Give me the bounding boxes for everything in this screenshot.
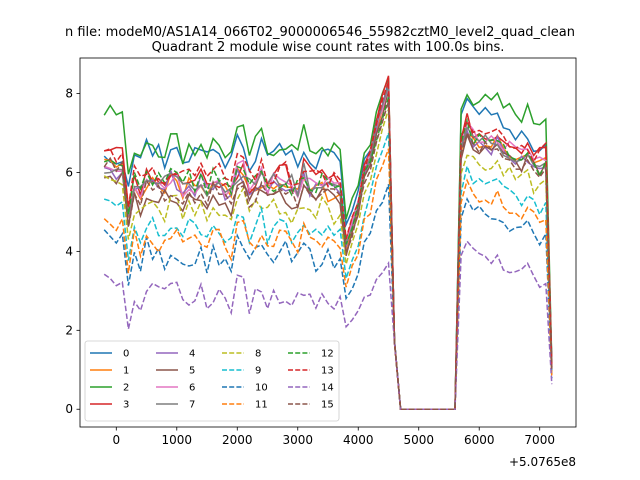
- series-line-9: [103, 132, 553, 410]
- series-line-6: [103, 85, 553, 410]
- series-lines: [103, 75, 553, 410]
- x-axis-offset-label: +5.0765e8: [509, 455, 576, 469]
- legend-label-10: 10: [255, 383, 268, 394]
- y-tick-label: 8: [65, 87, 73, 101]
- x-tick-label: 7000: [524, 433, 555, 447]
- legend-label-5: 5: [189, 366, 195, 377]
- axes-frame: [79, 57, 577, 428]
- legend-label-0: 0: [123, 349, 129, 360]
- legend-label-9: 9: [255, 366, 261, 377]
- x-tick-label: 5000: [403, 433, 434, 447]
- series-line-14: [103, 239, 553, 410]
- series-line-7: [104, 85, 553, 410]
- legend-label-2: 2: [123, 383, 129, 394]
- x-tick-label: 0: [112, 433, 120, 447]
- plot-area: 0 1000 2000 3000 4000 5000 6000 700002468012345…: [65, 57, 577, 447]
- series-line-2: [103, 77, 553, 410]
- series-line-13: [103, 81, 553, 410]
- legend-label-3: 3: [123, 400, 129, 411]
- legend-label-14: 14: [321, 383, 334, 394]
- legend-label-15: 15: [321, 400, 334, 411]
- legend-label-4: 4: [189, 349, 195, 360]
- series-line-15: [103, 101, 553, 410]
- series-line-0: [103, 81, 553, 410]
- legend-label-6: 6: [189, 383, 195, 394]
- legend-box: [84, 340, 340, 422]
- x-tick-label: 2000: [222, 433, 253, 447]
- figure-suptitle: n file: modeM0/AS1A14_066T02_9000006546_…: [65, 25, 575, 40]
- x-tick-label: 3000: [282, 433, 313, 447]
- y-tick-label: 6: [65, 165, 73, 179]
- x-tick-label: 6000: [464, 433, 495, 447]
- x-tick-label: 4000: [343, 433, 374, 447]
- legend-label-12: 12: [321, 349, 334, 360]
- x-tick-label: 1000: [162, 433, 193, 447]
- series-line-10: [103, 184, 553, 410]
- legend-label-1: 1: [123, 366, 129, 377]
- y-tick-label: 4: [65, 244, 73, 258]
- series-line-8: [103, 109, 553, 410]
- series-line-11: [103, 148, 553, 410]
- series-line-4: [103, 85, 553, 410]
- chart-title: Quadrant 2 module wise count rates with …: [152, 40, 505, 55]
- legend-label-7: 7: [189, 400, 195, 411]
- legend-label-8: 8: [255, 349, 261, 360]
- y-tick-label: 0: [65, 402, 73, 416]
- legend-label-13: 13: [321, 366, 334, 377]
- y-tick-label: 2: [65, 323, 73, 337]
- legend-label-11: 11: [255, 400, 268, 411]
